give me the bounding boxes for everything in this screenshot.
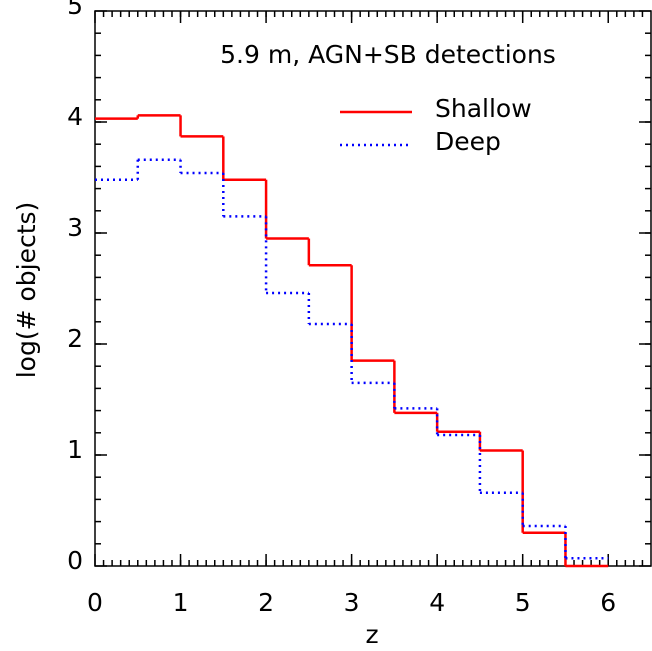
- legend-label: Deep: [435, 127, 501, 156]
- legend-label: Shallow: [435, 94, 532, 123]
- y-tick-label: 4: [67, 102, 83, 131]
- x-tick-label: 0: [87, 588, 103, 617]
- x-tick-label: 2: [258, 588, 274, 617]
- x-tick-label: 4: [429, 588, 445, 617]
- y-tick-label: 1: [67, 435, 83, 464]
- annotation: 5.9 m, AGN+SB detections: [220, 40, 556, 69]
- y-axis-label: log(# objects): [12, 202, 41, 379]
- x-axis-label: z: [365, 620, 378, 649]
- y-tick-label: 2: [67, 324, 83, 353]
- x-tick-label: 3: [344, 588, 360, 617]
- x-tick-label: 5: [515, 588, 531, 617]
- y-tick-label: 3: [67, 213, 83, 242]
- x-tick-label: 6: [600, 588, 616, 617]
- plot-frame: [94, 10, 652, 567]
- x-tick-label: 1: [173, 588, 189, 617]
- y-tick-label: 5: [67, 0, 83, 20]
- y-tick-label: 0: [67, 546, 83, 575]
